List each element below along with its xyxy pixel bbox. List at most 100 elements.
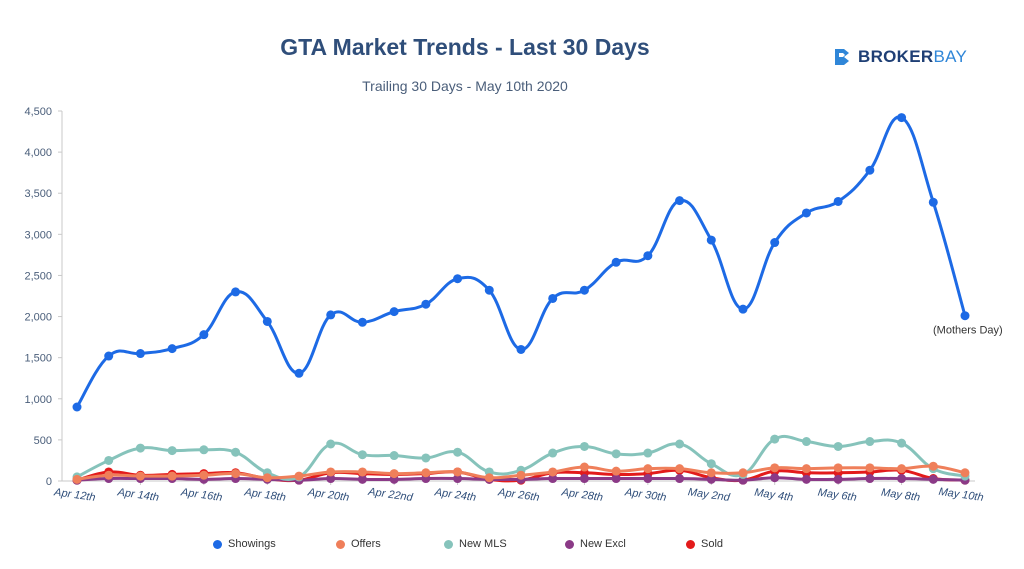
data-point-showings (675, 196, 685, 206)
data-point-offers (357, 467, 367, 477)
data-point-offers (738, 468, 748, 478)
data-point-new-mls (865, 437, 875, 447)
legend-swatch (336, 539, 345, 549)
y-tick-label: 1,500 (24, 353, 52, 365)
y-tick-label: 0 (46, 476, 52, 488)
data-point-new-excl (548, 474, 558, 484)
data-point-showings (421, 299, 431, 309)
data-point-offers (960, 468, 970, 478)
data-point-new-mls (706, 459, 716, 469)
data-point-new-excl (611, 474, 621, 484)
data-point-new-excl (865, 474, 875, 484)
data-point-showings (643, 251, 653, 261)
brokerbay-logo: BROKERBAY (833, 47, 967, 67)
legend-item-offers[interactable]: Offers (336, 538, 381, 550)
data-point-new-excl (675, 474, 685, 484)
data-point-showings (104, 351, 114, 361)
data-point-new-excl (643, 474, 653, 484)
y-tick-label: 3,000 (24, 229, 52, 241)
data-point-showings (801, 208, 811, 218)
data-point-new-excl (326, 474, 336, 484)
logo-text-part1: BROKER (858, 47, 934, 66)
x-tick-label: Apr 18th (243, 486, 287, 504)
data-point-showings (706, 235, 716, 245)
data-point-offers (897, 464, 907, 474)
data-point-new-mls (199, 445, 209, 455)
data-point-new-excl (357, 474, 367, 484)
legend-item-showings[interactable]: Showings (213, 538, 276, 550)
chart-legend: Showings Offers New MLS New Excl Sold (0, 538, 1024, 556)
data-point-offers (865, 463, 875, 473)
data-point-offers (326, 467, 336, 477)
data-point-new-excl (801, 474, 811, 484)
data-point-showings (738, 304, 748, 314)
data-point-showings (453, 274, 463, 284)
data-point-offers (801, 464, 811, 474)
data-point-showings (167, 344, 177, 354)
y-tick-label: 3,500 (24, 188, 52, 200)
data-point-showings (72, 402, 82, 412)
legend-label: New MLS (459, 538, 507, 550)
legend-item-new-mls[interactable]: New MLS (444, 538, 507, 550)
legend-swatch (444, 539, 453, 549)
x-tick-label: Apr 30th (623, 486, 667, 504)
data-point-new-mls (389, 451, 399, 461)
data-point-new-excl (770, 473, 780, 483)
legend-swatch (565, 539, 574, 549)
x-tick-label: Apr 28th (560, 486, 604, 504)
data-point-showings (865, 165, 875, 175)
data-point-offers (643, 464, 653, 474)
x-tick-label: Apr 24th (433, 486, 477, 504)
y-tick-label: 500 (34, 435, 52, 447)
data-point-new-mls (579, 441, 589, 451)
brokerbay-logo-text: BROKERBAY (858, 47, 967, 67)
line-chart: 0 500 1,000 1,500 2,000 2,500 3,000 3,500 4,000 4… (24, 106, 1003, 504)
y-tick-label: 2,000 (24, 312, 52, 324)
data-point-new-mls (167, 446, 177, 456)
data-point-new-mls (643, 448, 653, 458)
data-point-offers (231, 469, 241, 479)
x-tick-label: May 2nd (687, 486, 731, 504)
data-point-showings (833, 196, 843, 206)
data-point-new-mls (231, 447, 241, 457)
data-point-new-mls (675, 439, 685, 449)
data-point-showings (611, 257, 621, 267)
data-point-offers (262, 473, 272, 483)
data-point-offers (453, 467, 463, 477)
x-tick-label: May 4th (754, 487, 794, 504)
data-point-showings (548, 293, 558, 303)
legend-item-new-excl[interactable]: New Excl (565, 538, 626, 550)
data-point-offers (294, 471, 304, 481)
data-point-new-mls (326, 439, 336, 449)
data-point-new-excl (579, 474, 589, 484)
data-point-offers (675, 464, 685, 474)
legend-swatch (686, 539, 695, 549)
data-point-offers (516, 470, 526, 480)
x-tick-label: May 6th (817, 487, 857, 504)
data-point-offers (135, 471, 145, 481)
data-point-offers (389, 469, 399, 479)
data-point-showings (135, 349, 145, 359)
data-point-offers (421, 468, 431, 478)
legend-item-sold[interactable]: Sold (686, 538, 723, 550)
data-point-new-mls (770, 434, 780, 444)
data-point-new-excl (833, 474, 843, 484)
data-point-offers (579, 462, 589, 472)
brokerbay-logo-icon (835, 49, 849, 65)
data-point-new-mls (453, 447, 463, 457)
logo-text-part2: BAY (933, 47, 968, 66)
x-tick-label: Apr 14th (116, 486, 160, 504)
data-point-offers (104, 470, 114, 480)
data-point-showings (960, 311, 970, 321)
x-tick-label: Apr 16th (179, 486, 223, 504)
data-point-new-excl (706, 474, 716, 484)
legend-label: Showings (228, 538, 276, 550)
chart-title: GTA Market Trends - Last 30 Days (280, 34, 650, 60)
data-point-new-excl (928, 474, 938, 484)
data-point-showings (770, 238, 780, 248)
annotation-label: (Mothers Day) (933, 325, 1003, 337)
data-point-showings (897, 113, 907, 123)
data-point-offers (833, 463, 843, 473)
legend-label: New Excl (580, 538, 626, 550)
x-tick-label: May 10th (938, 486, 984, 504)
